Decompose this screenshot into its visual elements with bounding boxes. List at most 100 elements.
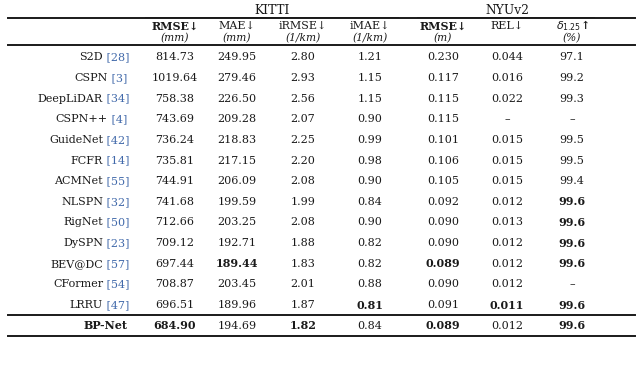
Text: 99.3: 99.3 — [559, 94, 584, 104]
Text: (mm): (mm) — [161, 33, 189, 43]
Text: [34]: [34] — [103, 94, 129, 104]
Text: 249.95: 249.95 — [218, 52, 257, 62]
Text: 0.016: 0.016 — [491, 73, 523, 83]
Text: 1.15: 1.15 — [358, 94, 383, 104]
Text: 0.012: 0.012 — [491, 321, 523, 330]
Text: 0.84: 0.84 — [358, 321, 383, 330]
Text: CSPN++: CSPN++ — [56, 114, 108, 124]
Text: 1.82: 1.82 — [289, 320, 316, 331]
Text: [55]: [55] — [103, 176, 129, 186]
Text: DeepLiDAR: DeepLiDAR — [38, 94, 103, 104]
Text: S2D: S2D — [79, 52, 103, 62]
Text: 0.88: 0.88 — [358, 279, 383, 290]
Text: 99.2: 99.2 — [559, 73, 584, 83]
Text: [47]: [47] — [103, 300, 129, 310]
Text: 712.66: 712.66 — [156, 217, 195, 227]
Text: 97.1: 97.1 — [559, 52, 584, 62]
Text: RMSE↓: RMSE↓ — [151, 20, 198, 31]
Text: RigNet: RigNet — [63, 217, 103, 227]
Text: RigNet [50]: RigNet [50] — [62, 217, 128, 227]
Text: 0.84: 0.84 — [358, 197, 383, 207]
Text: (1/km): (1/km) — [285, 33, 321, 43]
Text: 217.15: 217.15 — [218, 156, 257, 165]
Text: 99.6: 99.6 — [559, 320, 586, 331]
Text: FCFR: FCFR — [71, 156, 103, 165]
Text: DeepLiDAR [34]: DeepLiDAR [34] — [36, 94, 128, 104]
Text: [42]: [42] — [103, 135, 129, 145]
Text: FCFR [14]: FCFR [14] — [69, 156, 128, 165]
Text: 0.011: 0.011 — [490, 299, 524, 310]
Text: 0.022: 0.022 — [491, 94, 523, 104]
Text: 2.80: 2.80 — [291, 52, 316, 62]
Text: [23]: [23] — [103, 238, 129, 248]
Text: iRMSE↓: iRMSE↓ — [279, 21, 327, 31]
Text: 1.83: 1.83 — [291, 259, 316, 269]
Text: LRRU [47]: LRRU [47] — [68, 300, 128, 310]
Text: (%): (%) — [563, 33, 581, 43]
Text: 2.07: 2.07 — [291, 114, 316, 124]
Text: ACMNet [55]: ACMNet [55] — [53, 176, 128, 186]
Text: 99.6: 99.6 — [559, 258, 586, 269]
Text: 0.015: 0.015 — [491, 176, 523, 186]
Text: 741.68: 741.68 — [156, 197, 195, 207]
Text: 0.012: 0.012 — [491, 279, 523, 290]
Text: 99.5: 99.5 — [559, 156, 584, 165]
Text: 0.90: 0.90 — [358, 176, 383, 186]
Text: 0.089: 0.089 — [426, 320, 460, 331]
Text: 1.88: 1.88 — [291, 238, 316, 248]
Text: 2.08: 2.08 — [291, 176, 316, 186]
Text: 0.015: 0.015 — [491, 156, 523, 165]
Text: BP-Net: BP-Net — [84, 320, 128, 331]
Text: 0.012: 0.012 — [491, 197, 523, 207]
Text: 0.089: 0.089 — [426, 258, 460, 269]
Text: DySPN: DySPN — [63, 238, 103, 248]
Text: NLSPN [32]: NLSPN [32] — [60, 197, 128, 207]
Text: 684.90: 684.90 — [154, 320, 196, 331]
Text: 1019.64: 1019.64 — [152, 73, 198, 83]
Text: [28]: [28] — [103, 52, 129, 62]
Text: 0.82: 0.82 — [358, 259, 383, 269]
Text: (1/km): (1/km) — [353, 33, 388, 43]
Text: 0.090: 0.090 — [427, 238, 459, 248]
Text: 0.015: 0.015 — [491, 135, 523, 145]
Text: 0.106: 0.106 — [427, 156, 459, 165]
Text: RMSE↓: RMSE↓ — [419, 20, 467, 31]
Text: [57]: [57] — [103, 259, 129, 269]
Text: 0.230: 0.230 — [427, 52, 459, 62]
Text: REL↓: REL↓ — [490, 21, 524, 31]
Text: 2.20: 2.20 — [291, 156, 316, 165]
Text: 1.21: 1.21 — [358, 52, 383, 62]
Text: 743.69: 743.69 — [156, 114, 195, 124]
Text: 0.013: 0.013 — [491, 217, 523, 227]
Text: 0.044: 0.044 — [491, 52, 523, 62]
Text: CSPN++ [4]: CSPN++ [4] — [56, 114, 128, 124]
Text: –: – — [504, 114, 510, 124]
Text: $\delta_{1.25}$↑: $\delta_{1.25}$↑ — [556, 19, 588, 33]
Text: 2.25: 2.25 — [291, 135, 316, 145]
Text: CFormer [54]: CFormer [54] — [51, 279, 128, 290]
Text: MAE↓: MAE↓ — [219, 21, 255, 31]
Text: 0.90: 0.90 — [358, 114, 383, 124]
Text: [14]: [14] — [103, 156, 129, 165]
Text: 218.83: 218.83 — [218, 135, 257, 145]
Text: 0.82: 0.82 — [358, 238, 383, 248]
Text: 0.012: 0.012 — [491, 238, 523, 248]
Text: [3]: [3] — [108, 73, 127, 83]
Text: 0.90: 0.90 — [358, 217, 383, 227]
Text: 709.12: 709.12 — [156, 238, 195, 248]
Text: 0.012: 0.012 — [491, 259, 523, 269]
Text: NYUv2: NYUv2 — [486, 4, 529, 18]
Text: [4]: [4] — [108, 114, 127, 124]
Text: 697.44: 697.44 — [156, 259, 195, 269]
Text: 189.44: 189.44 — [216, 258, 259, 269]
Text: 0.091: 0.091 — [427, 300, 459, 310]
Text: ACMNet: ACMNet — [54, 176, 103, 186]
Text: 758.38: 758.38 — [156, 94, 195, 104]
Text: KITTI: KITTI — [255, 4, 290, 18]
Text: CFormer: CFormer — [53, 279, 103, 290]
Text: 99.5: 99.5 — [559, 135, 584, 145]
Text: 203.25: 203.25 — [218, 217, 257, 227]
Text: CSPN: CSPN — [75, 73, 108, 83]
Text: 1.15: 1.15 — [358, 73, 383, 83]
Text: 99.6: 99.6 — [559, 217, 586, 228]
